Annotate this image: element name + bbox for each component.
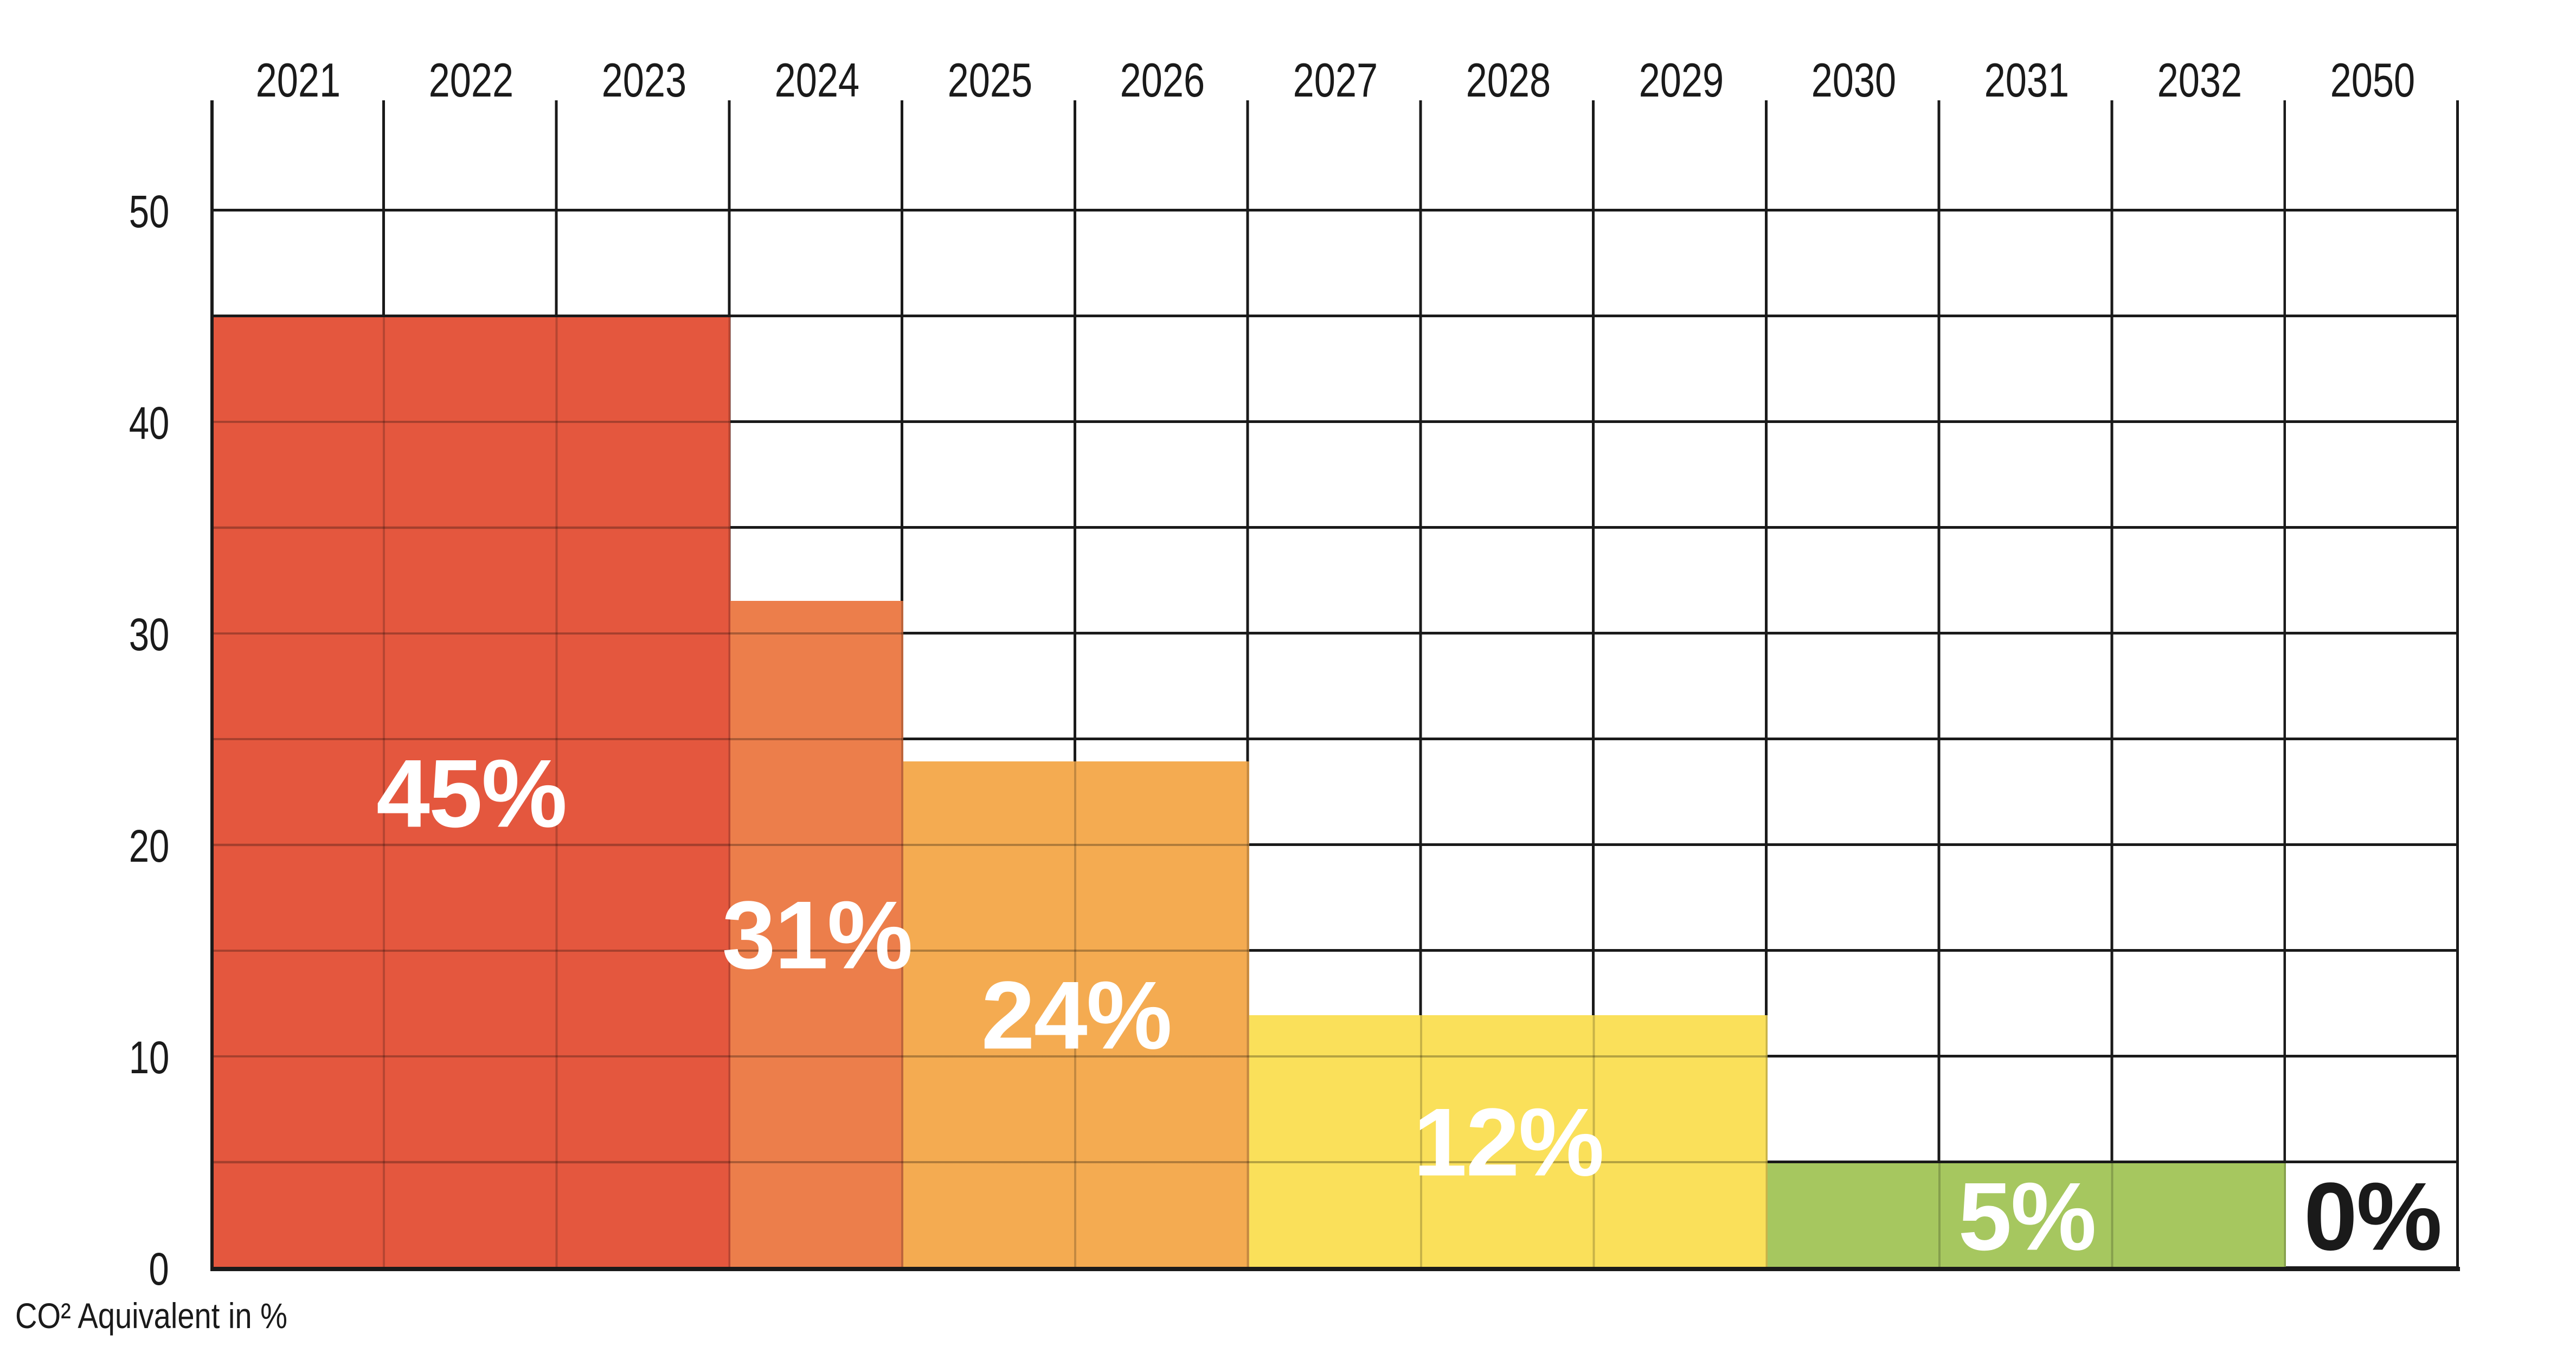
x-tick-text: 2032 <box>2157 53 2243 107</box>
x-tick-label-2029: 2029 <box>1595 54 1768 106</box>
x-tick-label-2050: 2050 <box>2286 54 2459 106</box>
bar-2030-2032 <box>1767 1163 2286 1269</box>
y-tick-label-30: 30 <box>0 605 169 664</box>
x-tick-label-2030: 2030 <box>1767 54 1941 106</box>
y-tick-text: 10 <box>129 1032 169 1083</box>
x-tick-label-2024: 2024 <box>730 54 904 106</box>
y-axis-line <box>210 100 214 1271</box>
bar-label-2025-2026: 24% <box>981 961 1172 1069</box>
x-tick-text: 2029 <box>1639 53 1724 107</box>
y-tick-text: 40 <box>129 398 169 448</box>
x-tick-text: 2026 <box>1120 53 1205 107</box>
x-tick-label-2028: 2028 <box>1422 54 1595 106</box>
y-tick-label-0: 0 <box>0 1239 169 1299</box>
bar-2025-2026 <box>903 761 1249 1269</box>
bar-label-2027-2029: 12% <box>1413 1088 1604 1196</box>
y-tick-text: 30 <box>129 609 169 660</box>
y-tick-text: 50 <box>129 186 169 237</box>
x-tick-text: 2025 <box>947 53 1032 107</box>
x-tick-text: 2050 <box>2330 53 2415 107</box>
x-tick-text: 2027 <box>1293 53 1378 107</box>
x-tick-label-2027: 2027 <box>1249 54 1422 106</box>
y-tick-text: 20 <box>129 821 169 871</box>
x-tick-text: 2022 <box>428 53 514 107</box>
x-tick-text: 2031 <box>1984 53 2070 107</box>
x-tick-label-2026: 2026 <box>1076 54 1249 106</box>
x-tick-label-2022: 2022 <box>384 54 558 106</box>
y-tick-label-50: 50 <box>0 182 169 241</box>
x-tick-text: 2030 <box>1811 53 1897 107</box>
y-axis-caption: CO² Aquivalent in % <box>15 1295 336 1336</box>
x-axis-line <box>210 1267 2460 1271</box>
x-tick-text: 2023 <box>601 53 687 107</box>
x-tick-label-2021: 2021 <box>211 54 385 106</box>
bar-label-2024: 31% <box>722 881 913 989</box>
y-tick-label-40: 40 <box>0 393 169 453</box>
x-tick-label-2025: 2025 <box>903 54 1076 106</box>
y-tick-text: 0 <box>149 1244 169 1294</box>
x-tick-label-2031: 2031 <box>1940 54 2114 106</box>
x-tick-label-2032: 2032 <box>2113 54 2286 106</box>
bar-2024 <box>730 600 904 1269</box>
x-tick-label-2023: 2023 <box>557 54 731 106</box>
x-tick-text: 2028 <box>1466 53 1551 107</box>
y-tick-label-20: 20 <box>0 816 169 876</box>
x-tick-text: 2021 <box>256 53 341 107</box>
y-tick-label-10: 10 <box>0 1028 169 1087</box>
y-axis-caption-text: CO² Aquivalent in % <box>15 1296 288 1336</box>
bar-2021-2023 <box>212 317 731 1269</box>
x-tick-text: 2024 <box>774 53 859 107</box>
bar-label-2030-2032: 5% <box>1958 1162 2096 1271</box>
bar-2027-2029 <box>1249 1015 1768 1269</box>
bar-label-2050: 0% <box>2303 1162 2442 1271</box>
bar-label-2021-2023: 45% <box>376 739 567 847</box>
